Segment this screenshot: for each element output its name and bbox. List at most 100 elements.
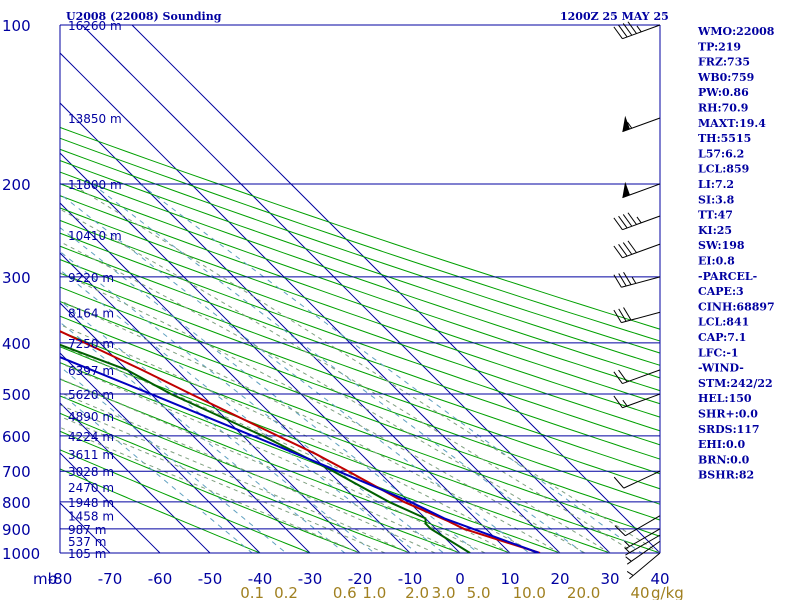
dry-adiabat-line xyxy=(60,272,660,490)
wind-barb xyxy=(626,552,661,580)
wind-barb-half-flag xyxy=(636,25,642,33)
temperature-tick-label: -40 xyxy=(248,570,273,588)
sounding-index: EHI:0.0 xyxy=(698,438,745,451)
isotherm-line xyxy=(81,25,611,553)
sounding-index: TH:5515 xyxy=(698,132,751,145)
wind-barb xyxy=(622,181,661,199)
isotherm-line xyxy=(60,52,561,553)
wind-barb-staff xyxy=(625,534,661,556)
isotherm-line xyxy=(60,452,161,553)
height-label: 3611 m xyxy=(68,448,114,462)
sounding-traces xyxy=(60,330,541,553)
wind-barb-flag xyxy=(613,245,623,259)
height-label: 6397 m xyxy=(68,364,114,378)
mixing-ratio-label: 3.0 xyxy=(432,584,456,600)
dry-adiabat-line xyxy=(60,148,660,354)
pressure-tick-label: 400 xyxy=(2,335,31,353)
dry-adiabat-line xyxy=(60,449,311,553)
sounding-trace xyxy=(60,356,540,553)
dry-adiabat-line xyxy=(60,259,660,475)
sounding-index: RH:70.9 xyxy=(698,102,748,115)
dry-adiabat-line xyxy=(60,126,660,330)
temperature-tick-label: 0 xyxy=(455,570,465,588)
moist-adiabat-line xyxy=(60,404,411,553)
wind-barb xyxy=(613,393,661,409)
wind-barbs xyxy=(613,21,661,580)
wind-barb-flag xyxy=(613,274,622,288)
pressure-tick-label: 1000 xyxy=(2,545,40,563)
wind-barb-flag xyxy=(613,476,625,489)
dry-adiabat-line xyxy=(60,315,660,537)
sounding-index: SI:3.8 xyxy=(698,193,735,206)
temperature-tick-label: -60 xyxy=(148,570,173,588)
dry-adiabat-line xyxy=(60,430,361,553)
wind-barb-pennant xyxy=(622,181,630,198)
isotherm-line xyxy=(131,25,660,553)
isotherm-line xyxy=(60,402,211,553)
temperature-tick-label: 40 xyxy=(650,570,669,588)
wind-barb-flag xyxy=(623,271,632,285)
dry-adiabat-line xyxy=(60,207,660,418)
wind-barb-flag xyxy=(618,369,628,383)
wind-barb-half-flag xyxy=(626,571,634,576)
height-label: 8164 m xyxy=(68,306,114,320)
isotherm-line xyxy=(60,252,361,553)
isobar-grid xyxy=(59,24,661,554)
wind-barb-flag xyxy=(618,24,628,38)
wind-barb-staff xyxy=(621,276,661,288)
temperature-tick-label: -50 xyxy=(198,570,223,588)
height-label: 105 m xyxy=(68,547,106,561)
wind-barb-half-flag xyxy=(622,399,628,407)
sounding-index: WMO:22008 xyxy=(697,25,775,38)
dry-adiabat-line xyxy=(60,378,511,553)
mixing-ratio-line xyxy=(60,250,444,553)
dry-adiabat-line xyxy=(60,160,660,366)
mixing-ratio-label: 0.1 xyxy=(240,584,264,600)
dry-adiabat-line xyxy=(60,232,660,446)
temperature-tick-label: -80 xyxy=(48,570,73,588)
mixing-ratio-label: 1.0 xyxy=(362,584,386,600)
temperature-tick-label: -70 xyxy=(98,570,123,588)
wind-barb-flag xyxy=(618,215,628,229)
dry-adiabat-line xyxy=(60,219,660,432)
dry-adiabat-line xyxy=(60,362,561,553)
pressure-tick-label: 700 xyxy=(2,463,31,481)
mixing-ratio-line xyxy=(60,321,346,553)
wind-barb-flag xyxy=(627,212,637,225)
sounding-index: MAXT:19.4 xyxy=(698,117,766,130)
dry-adiabat-line xyxy=(60,183,660,392)
wind-barb-flag xyxy=(613,217,623,230)
sounding-index: CAP:7.1 xyxy=(698,331,746,344)
wind-barb-staff xyxy=(622,243,661,259)
dry-adiabat-line xyxy=(60,300,660,521)
x-axis-unit-label: mb xyxy=(33,570,57,588)
sounding-index: EI:0.8 xyxy=(698,255,735,268)
height-label: 9220 m xyxy=(68,271,114,285)
mixing-ratio-label: 0.6 xyxy=(333,584,357,600)
valid-time: 1200Z 25 MAY 25 xyxy=(560,10,669,23)
wind-barb-flag xyxy=(627,240,637,253)
sounding-index: LFC:-1 xyxy=(698,346,739,359)
dry-adiabat-line xyxy=(60,171,660,379)
wind-barb-flag xyxy=(618,273,627,287)
height-label: 5620 m xyxy=(68,388,114,402)
height-label: 16260 m xyxy=(68,19,122,33)
sounding-index: L57:6.2 xyxy=(698,147,744,160)
mixing-ratio-label: 5.0 xyxy=(467,584,491,600)
height-label: 987 m xyxy=(68,523,106,537)
sounding-index: CINH:68897 xyxy=(698,300,775,313)
wind-barb xyxy=(624,534,661,556)
sounding-index: TT:47 xyxy=(698,209,733,222)
height-label: 1948 m xyxy=(68,496,114,510)
pressure-tick-label: 900 xyxy=(2,521,31,539)
height-label: 7250 m xyxy=(68,337,114,351)
pressure-tick-label: 300 xyxy=(2,269,31,287)
mixing-ratio-unit-label: g/kg xyxy=(651,584,684,600)
sounding-index: LI:7.2 xyxy=(698,178,734,191)
wind-barb-flag xyxy=(613,371,623,384)
wind-barb-staff xyxy=(622,393,661,409)
wind-barb xyxy=(613,470,661,489)
isotherm-line xyxy=(60,502,111,553)
